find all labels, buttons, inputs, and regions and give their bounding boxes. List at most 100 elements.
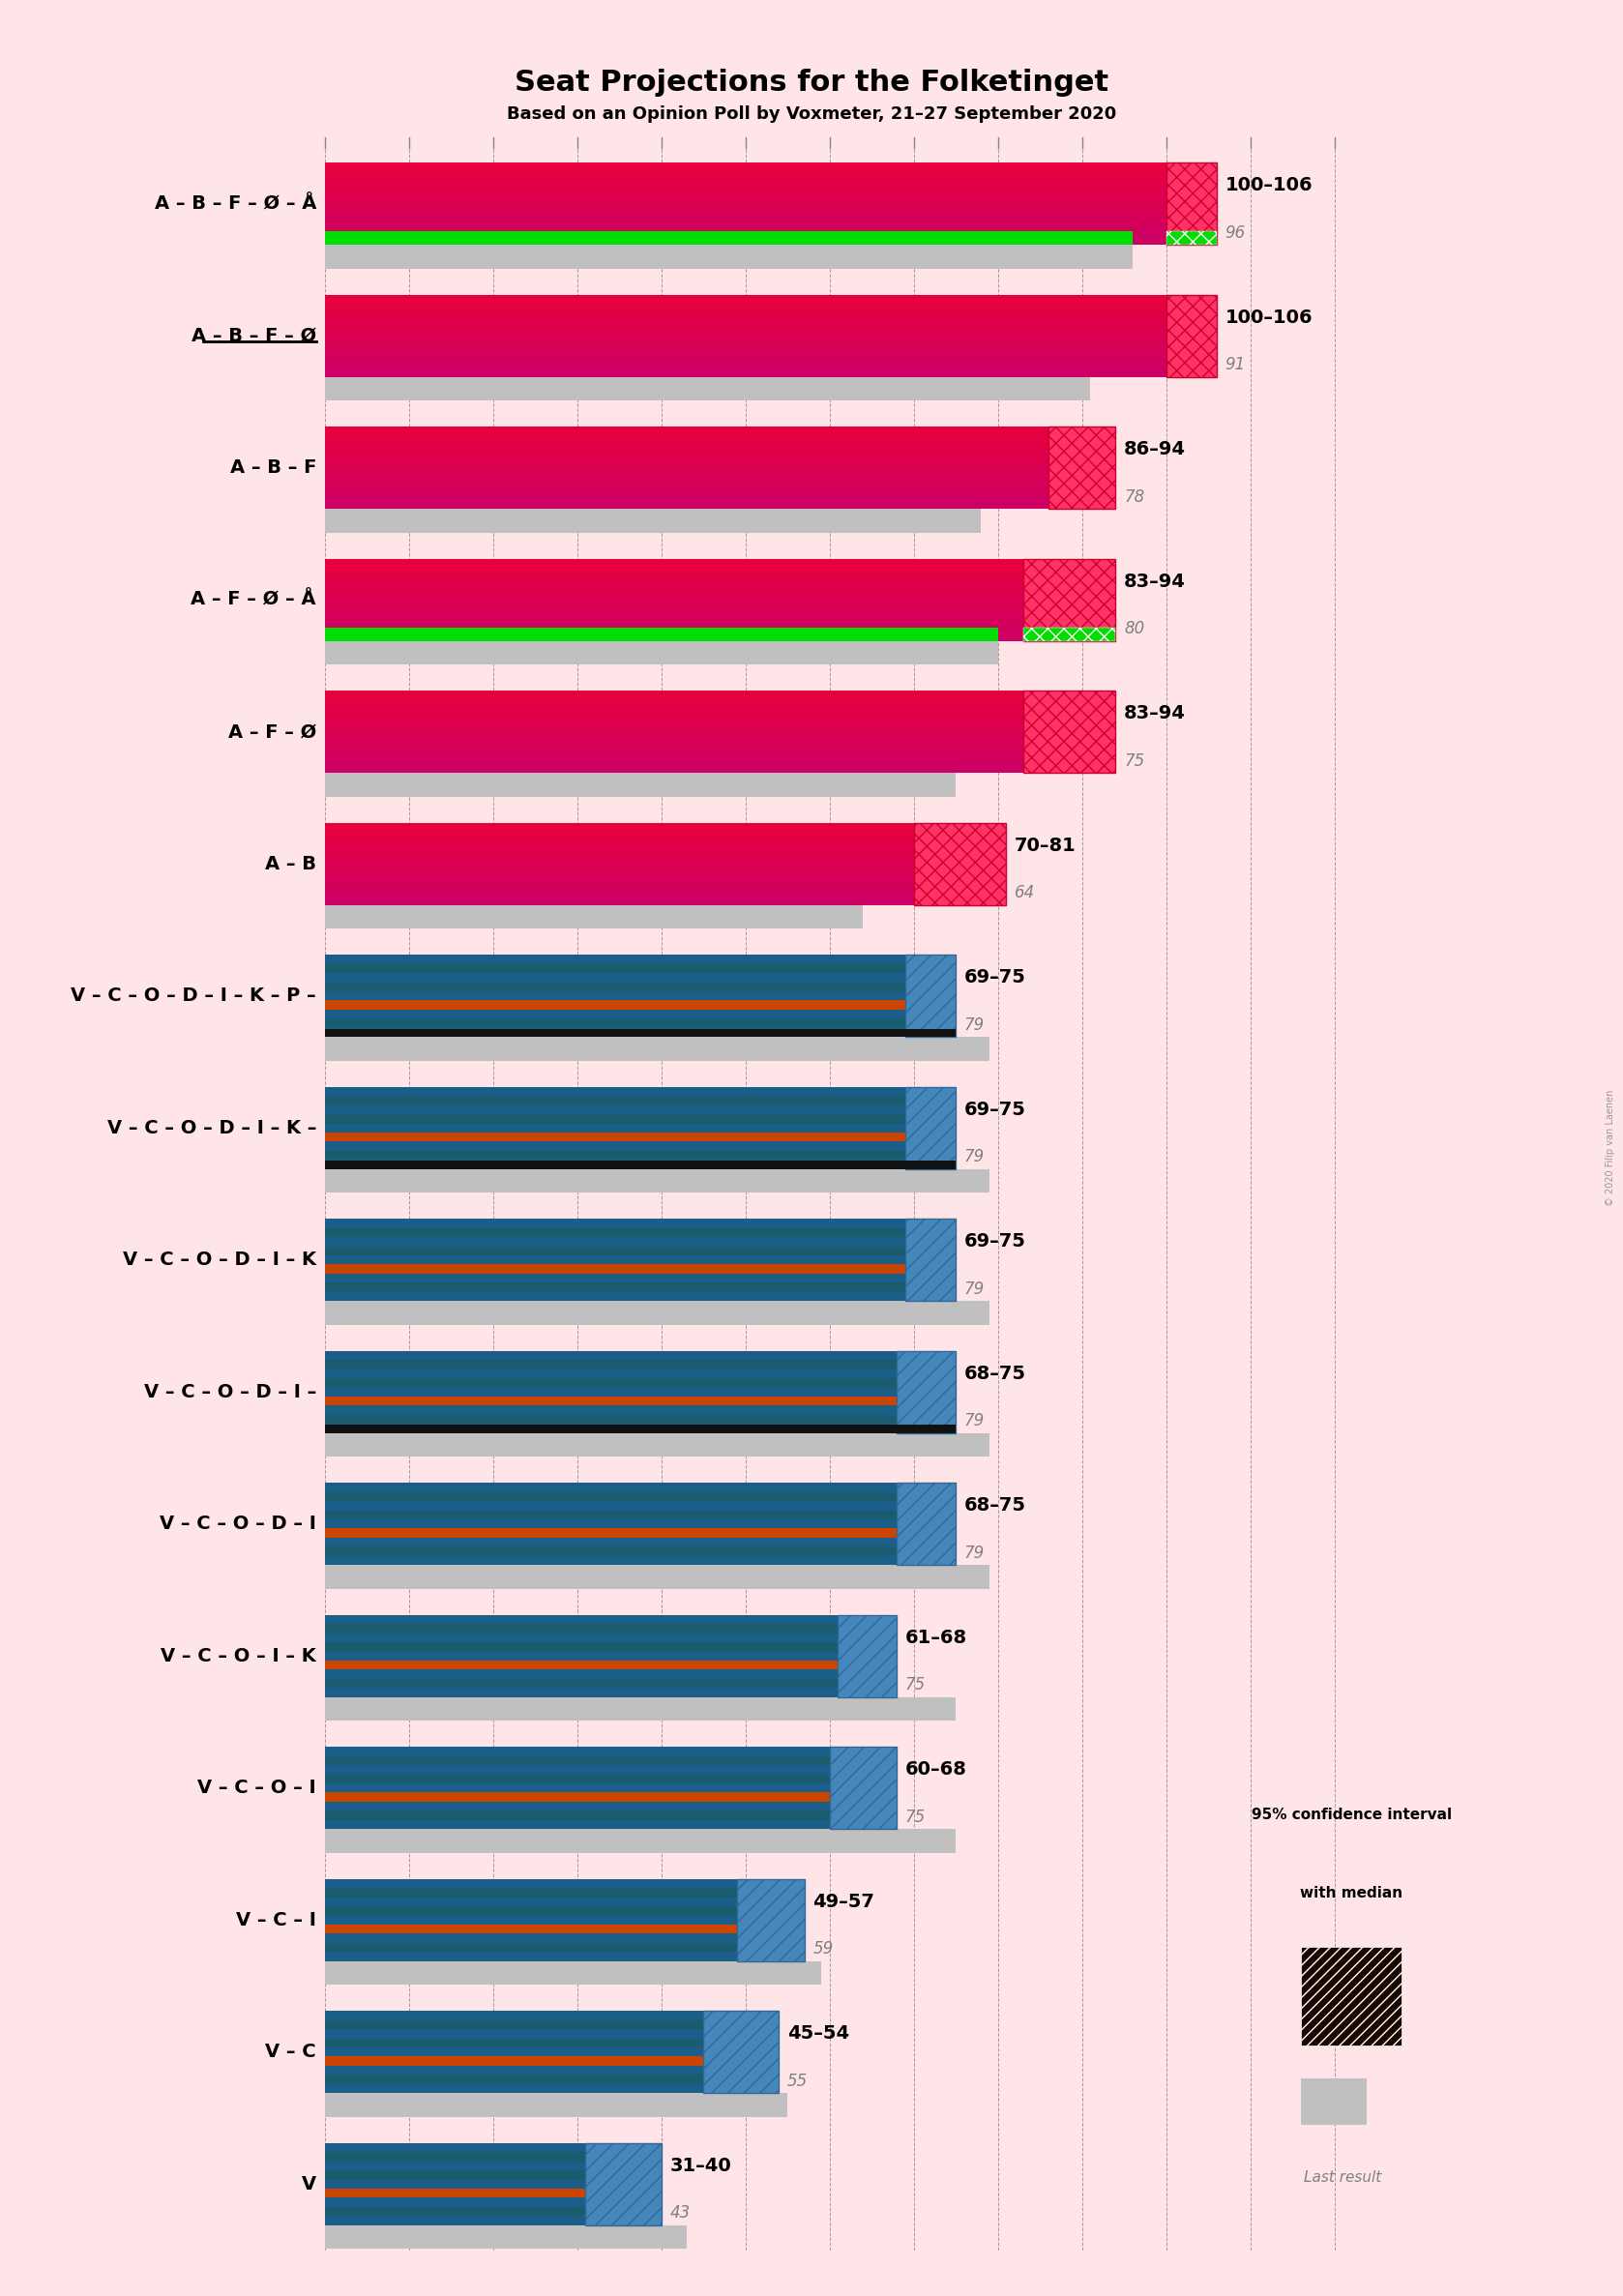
Text: 80: 80 xyxy=(1125,620,1144,638)
Bar xyxy=(325,1651,837,1660)
Bar xyxy=(325,1775,829,1784)
Text: 69–75: 69–75 xyxy=(964,1100,1026,1118)
Bar xyxy=(325,1697,956,1720)
Bar xyxy=(325,1114,906,1123)
Bar xyxy=(325,1283,906,1293)
Text: 45–54: 45–54 xyxy=(787,2025,849,2043)
Bar xyxy=(325,1256,906,1265)
Text: V – C – O – D – I – K: V – C – O – D – I – K xyxy=(123,1251,316,1270)
Bar xyxy=(1022,558,1115,641)
Bar xyxy=(325,2011,703,2020)
Text: 69–75: 69–75 xyxy=(964,969,1026,987)
Bar xyxy=(1167,163,1217,246)
Bar xyxy=(325,1001,906,1010)
Bar xyxy=(325,2225,687,2248)
Bar xyxy=(325,1424,898,1433)
Bar xyxy=(1022,691,1115,774)
Bar xyxy=(325,1502,898,1511)
Bar xyxy=(325,1359,898,1368)
Bar xyxy=(325,1766,829,1775)
Bar xyxy=(325,1378,898,1387)
Text: 78: 78 xyxy=(1125,489,1144,505)
Bar xyxy=(325,983,906,992)
Text: 79: 79 xyxy=(964,1281,985,1297)
Bar xyxy=(325,1669,837,1678)
Bar xyxy=(325,1756,829,1766)
Bar xyxy=(829,1747,898,1830)
Bar xyxy=(325,1678,837,1688)
Bar xyxy=(325,1747,829,1756)
Text: 100–106: 100–106 xyxy=(1225,177,1313,195)
Bar xyxy=(325,955,906,964)
Bar xyxy=(325,1414,898,1424)
Bar xyxy=(325,964,906,974)
Bar xyxy=(325,2048,703,2057)
Bar xyxy=(898,1483,956,1566)
Text: 59: 59 xyxy=(813,1940,833,1958)
Bar xyxy=(1022,627,1115,641)
Bar xyxy=(1167,232,1217,246)
Text: 55: 55 xyxy=(787,2073,808,2089)
Bar xyxy=(325,1924,737,1933)
Bar xyxy=(325,974,906,983)
Bar xyxy=(325,1688,837,1697)
Text: 79: 79 xyxy=(964,1017,985,1033)
Text: 49–57: 49–57 xyxy=(813,1892,875,1910)
Bar xyxy=(325,1219,906,1228)
Bar xyxy=(325,2206,586,2216)
Text: A – B – F – Ø – Å: A – B – F – Ø – Å xyxy=(154,195,316,214)
Bar xyxy=(325,2151,586,2161)
Text: A – F – Ø: A – F – Ø xyxy=(227,723,316,742)
Text: 79: 79 xyxy=(964,1545,985,1561)
Bar xyxy=(325,2094,787,2117)
Text: 79: 79 xyxy=(964,1148,985,1166)
Bar xyxy=(325,2030,703,2039)
Bar xyxy=(325,1019,906,1029)
Text: A – F – Ø – Å: A – F – Ø – Å xyxy=(192,590,316,608)
Bar xyxy=(325,1538,898,1548)
Bar xyxy=(325,1350,898,1359)
Bar xyxy=(325,992,906,1001)
Text: 83–94: 83–94 xyxy=(1125,705,1186,723)
Bar xyxy=(906,1086,956,1169)
Bar xyxy=(325,1915,737,1924)
Bar xyxy=(325,246,1133,269)
Text: V – C: V – C xyxy=(265,2043,316,2062)
Text: 43: 43 xyxy=(670,2204,690,2223)
Bar xyxy=(325,1896,737,1906)
Bar xyxy=(325,232,1133,246)
Bar xyxy=(325,905,863,928)
Text: 95% confidence interval: 95% confidence interval xyxy=(1251,1807,1451,1821)
Bar xyxy=(703,2011,779,2094)
Bar xyxy=(325,1511,898,1520)
Text: 60–68: 60–68 xyxy=(906,1761,967,1779)
Bar xyxy=(325,2020,703,2030)
Text: V – C – O – D – I –: V – C – O – D – I – xyxy=(144,1382,316,1401)
Bar xyxy=(325,2057,703,2066)
Bar xyxy=(325,1557,898,1566)
Bar xyxy=(325,1906,737,1915)
Bar xyxy=(325,1368,898,1378)
Bar xyxy=(325,1104,906,1114)
Text: 100–106: 100–106 xyxy=(1225,308,1313,326)
Text: 70–81: 70–81 xyxy=(1014,836,1076,854)
Text: 96: 96 xyxy=(1225,225,1245,241)
Text: © 2020 Filip van Laenen: © 2020 Filip van Laenen xyxy=(1605,1091,1615,1205)
Bar xyxy=(898,1350,956,1433)
Bar xyxy=(837,1614,898,1697)
Bar xyxy=(325,1247,906,1256)
Bar xyxy=(1300,2078,1367,2124)
Bar xyxy=(325,1784,829,1793)
Bar xyxy=(325,510,980,533)
Bar xyxy=(325,774,956,797)
Text: 68–75: 68–75 xyxy=(964,1364,1026,1382)
Bar xyxy=(325,1132,906,1141)
Text: 86–94: 86–94 xyxy=(1125,441,1186,459)
Text: Seat Projections for the Folketinget: Seat Projections for the Folketinget xyxy=(514,69,1109,96)
Text: V – C – O – D – I – K –: V – C – O – D – I – K – xyxy=(107,1118,316,1137)
Text: V – C – O – D – I: V – C – O – D – I xyxy=(159,1515,316,1534)
Bar xyxy=(325,1162,956,1169)
Bar xyxy=(325,1933,737,1942)
Bar xyxy=(325,1660,837,1669)
Bar xyxy=(325,377,1091,400)
